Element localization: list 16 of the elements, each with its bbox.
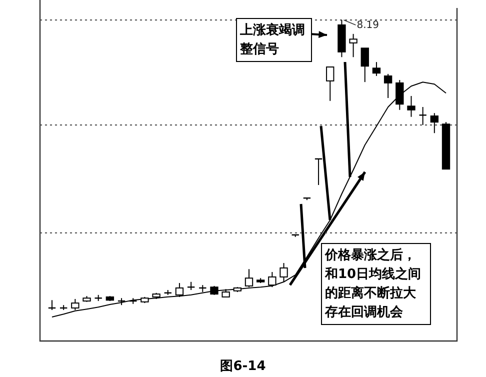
candlestick bbox=[326, 66, 334, 102]
annotation: 8.19 bbox=[356, 20, 379, 31]
caption: 图6-14 bbox=[220, 359, 266, 374]
candlestick bbox=[71, 298, 80, 310]
candlestick bbox=[280, 262, 288, 282]
candlestick bbox=[175, 282, 184, 298]
candlestick bbox=[360, 48, 369, 83]
candlestick bbox=[268, 272, 276, 288]
annotation: 价格暴涨之后，和10日均线之间的距离不断拉大存在回调机会 bbox=[321, 243, 431, 325]
candlestick bbox=[244, 268, 254, 288]
candlestick bbox=[349, 33, 358, 58]
candlestick bbox=[372, 62, 381, 76]
candlestick bbox=[407, 95, 416, 118]
candlestick bbox=[430, 112, 439, 134]
annotation: 上涨衰竭调整信号 bbox=[236, 18, 312, 62]
candlestick bbox=[384, 73, 392, 99]
